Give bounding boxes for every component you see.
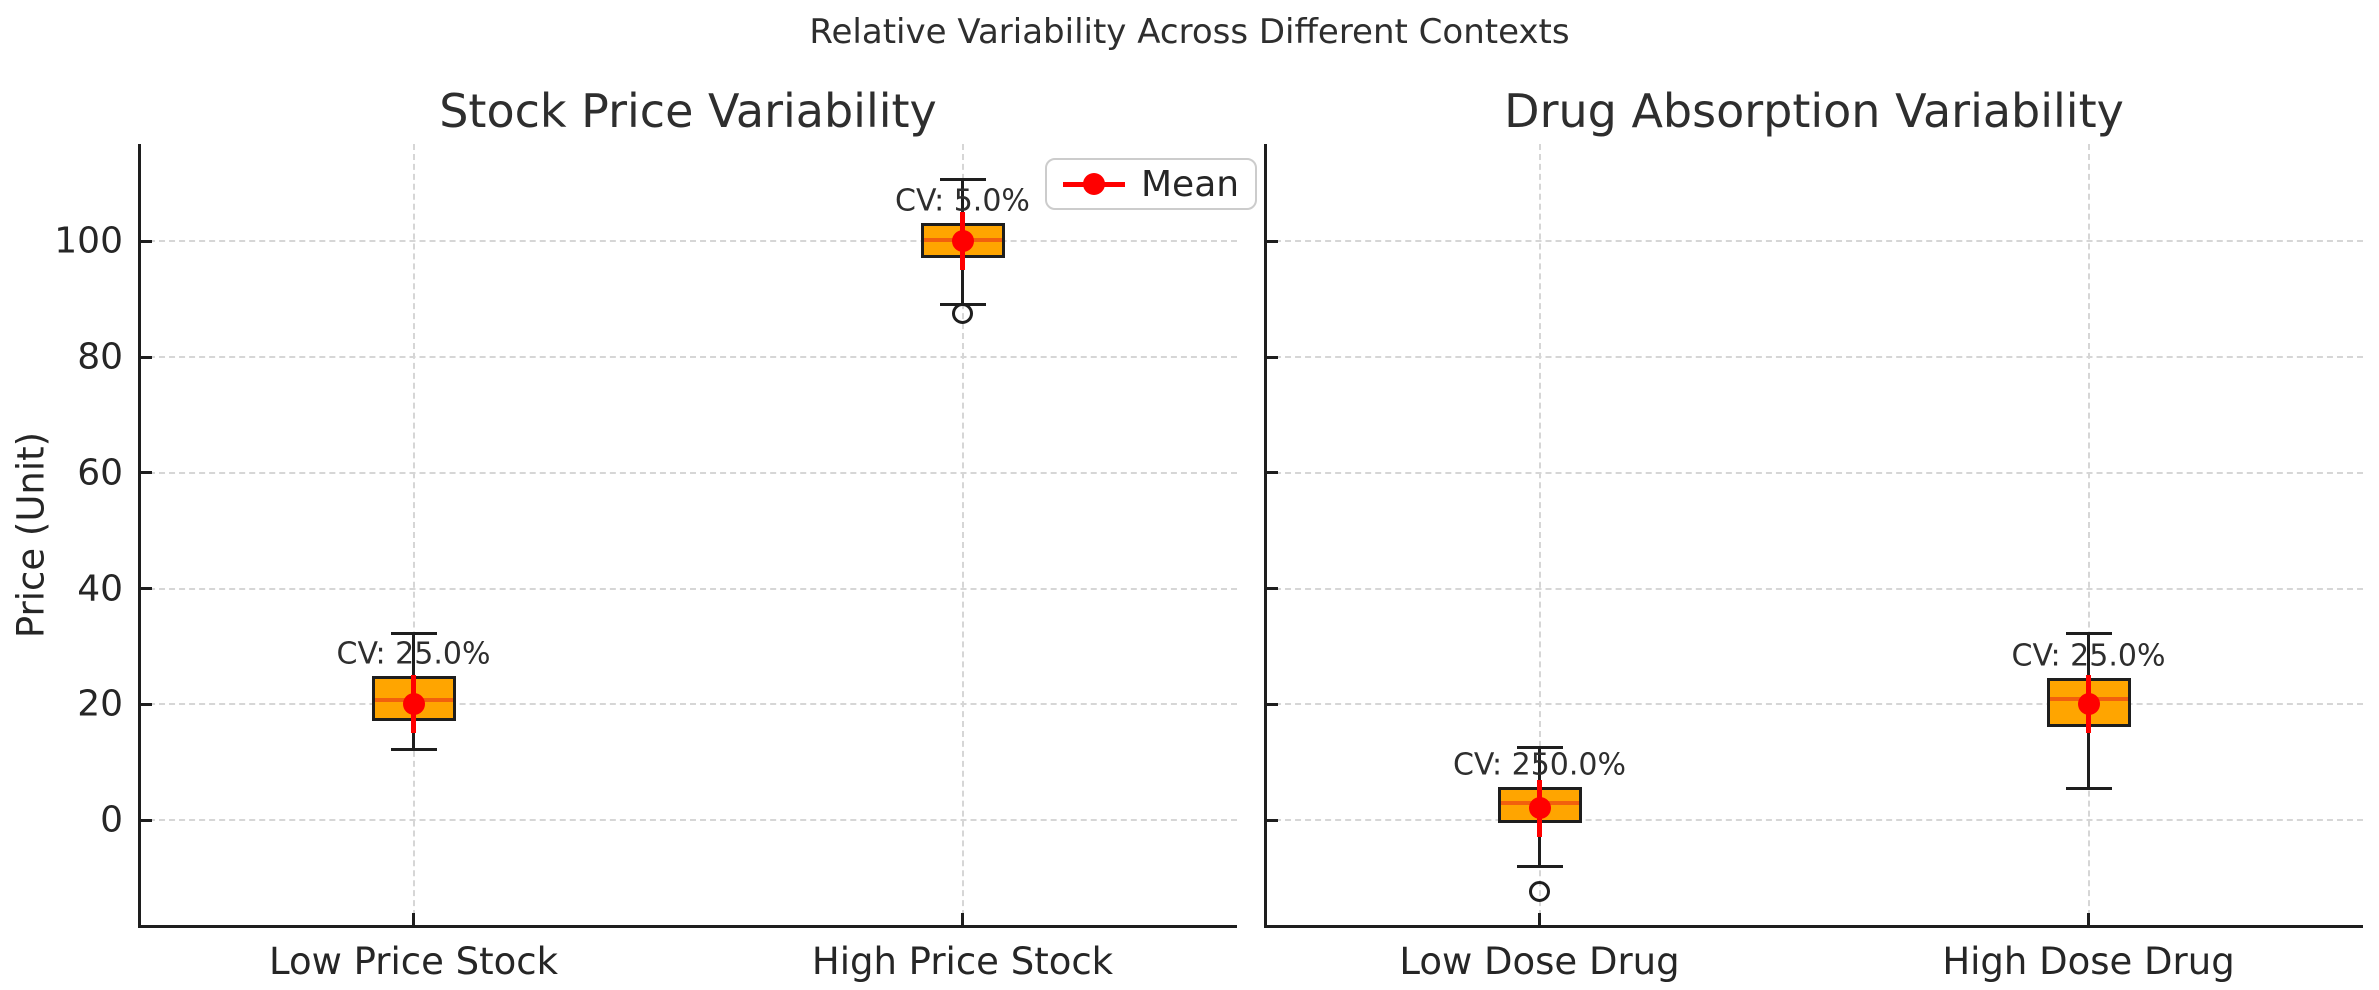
y-tick-mark [139, 818, 152, 822]
whisker-lower [412, 721, 415, 750]
y-axis-spine [1263, 144, 1267, 926]
gridline-horizontal [1265, 587, 2363, 590]
figure-suptitle: Relative Variability Across Different Co… [809, 12, 1570, 52]
gridline-horizontal [1265, 471, 2363, 474]
x-tick-mark [2087, 913, 2090, 926]
x-tick-mark [412, 913, 415, 926]
x-tick-mark [1538, 913, 1541, 926]
x-tick-label: Low Price Stock [268, 940, 559, 983]
mean-marker [1528, 797, 1551, 820]
x-tick-mark [961, 913, 964, 926]
y-tick-mark [139, 587, 152, 591]
gridline-horizontal [139, 356, 1237, 358]
whisker-upper [2087, 633, 2090, 679]
y-tick-mark [1265, 818, 1278, 822]
x-axis-spine [137, 924, 1237, 928]
y-tick-label: 20 [77, 683, 123, 725]
y-axis-spine [137, 144, 141, 926]
mean-marker [2077, 693, 2100, 716]
y-tick-mark [1265, 355, 1278, 359]
cv-annotation: CV: 250.0% [1452, 747, 1627, 783]
y-tick-mark [1265, 587, 1278, 591]
y-tick-mark [139, 471, 152, 475]
gridline-horizontal [139, 819, 1237, 822]
x-tick-label: High Dose Drug [1942, 940, 2235, 983]
gridline-vertical [412, 144, 415, 926]
gridline-horizontal [1265, 703, 2363, 706]
outlier-marker [1529, 881, 1550, 903]
legend-label: Mean [1141, 163, 1240, 205]
y-tick-label: 60 [77, 452, 123, 494]
whisker-upper [961, 179, 964, 224]
whisker-lower [961, 258, 964, 305]
gridline-horizontal [139, 471, 1237, 474]
gridline-horizontal [139, 587, 1237, 590]
x-tick-label: Low Dose Drug [1399, 940, 1680, 983]
y-tick-label: 0 [100, 799, 123, 841]
mean-marker [951, 230, 974, 253]
x-axis-spine [1263, 924, 2363, 928]
y-tick-label: 100 [54, 220, 123, 262]
gridline-horizontal [1265, 240, 2363, 243]
y-tick-label: 80 [77, 336, 123, 378]
mean-marker [402, 693, 425, 716]
whisker-cap-upper [939, 177, 986, 181]
gridline-horizontal [1265, 819, 2363, 822]
y-tick-mark [139, 702, 152, 706]
whisker-cap-upper [2065, 631, 2112, 635]
whisker-cap-upper [1516, 745, 1563, 749]
whisker-cap-lower [2065, 786, 2112, 790]
whisker-lower [2087, 726, 2090, 789]
legend: Mean [1045, 158, 1258, 210]
x-tick-label: High Price Stock [811, 940, 1114, 983]
legend-mean-dot-icon [1083, 173, 1105, 195]
gridline-vertical [961, 144, 964, 926]
gridline-vertical [2087, 144, 2090, 926]
whisker-lower [1538, 822, 1541, 867]
whisker-cap-lower [390, 747, 437, 751]
subplot-title: Drug Absorption Variability [1504, 84, 2124, 138]
gridline-vertical [1538, 144, 1541, 926]
y-tick-mark [1265, 471, 1278, 475]
whisker-cap-upper [390, 631, 437, 635]
cv-annotation: CV: 25.0% [2011, 638, 2166, 674]
y-tick-mark [139, 239, 152, 243]
y-tick-mark [1265, 239, 1278, 243]
y-tick-label: 40 [77, 568, 123, 610]
y-tick-mark [1265, 702, 1278, 706]
cv-annotation: CV: 5.0% [895, 183, 1030, 219]
subplot-title: Stock Price Variability [439, 84, 937, 138]
outlier-marker [952, 302, 973, 324]
whisker-upper [412, 633, 415, 676]
legend-mean-marker-icon [1063, 173, 1125, 195]
gridline-horizontal [139, 703, 1237, 706]
y-tick-mark [139, 355, 152, 359]
gridline-horizontal [1265, 356, 2363, 358]
gridline-horizontal [139, 240, 1237, 243]
cv-annotation: CV: 25.0% [336, 636, 491, 672]
whisker-cap-lower [1516, 865, 1563, 869]
whisker-upper [1538, 747, 1541, 788]
